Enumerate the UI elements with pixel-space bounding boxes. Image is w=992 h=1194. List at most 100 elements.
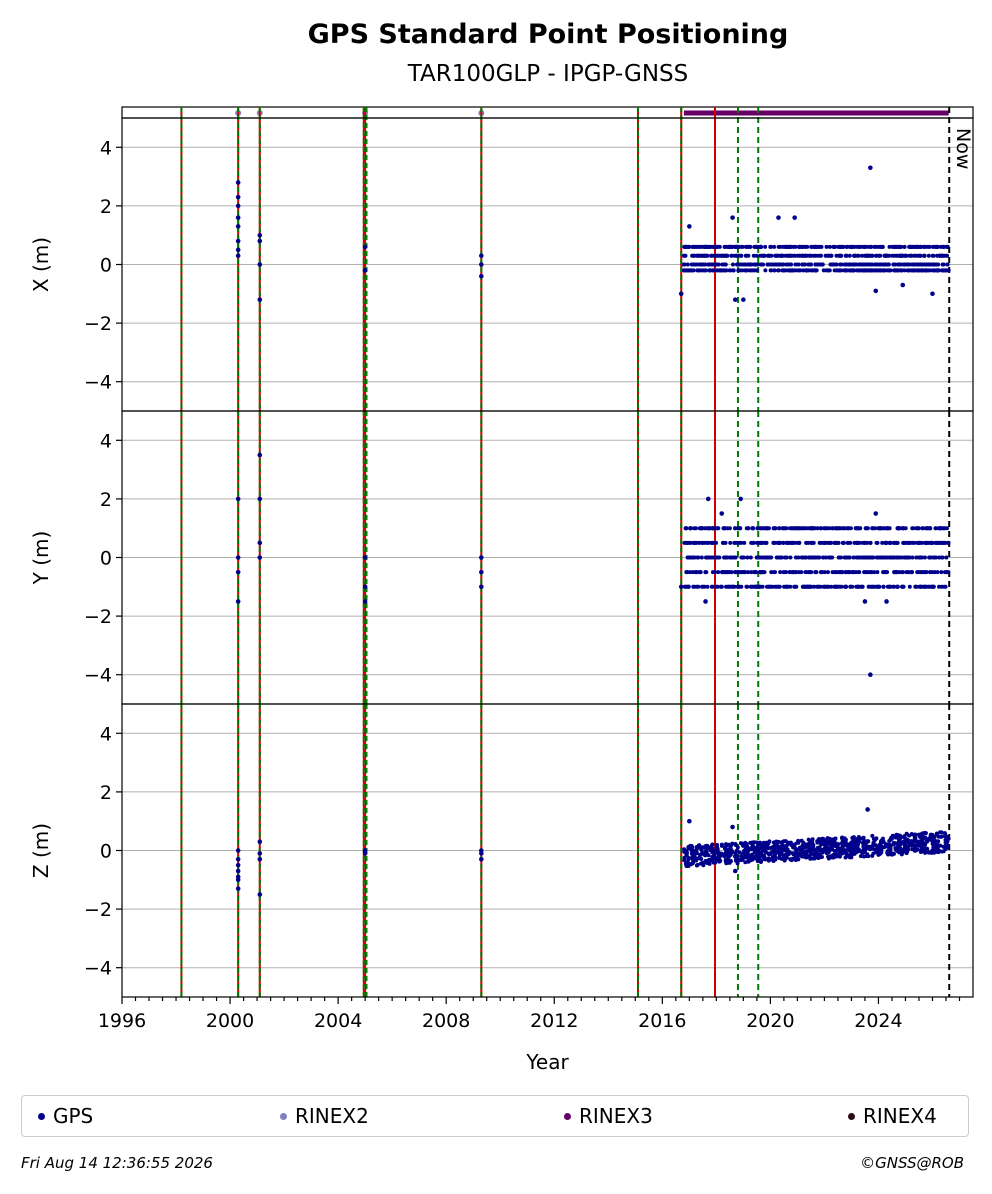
- gps-point-1-c866: [778, 570, 783, 575]
- gps-point-1-c683: [706, 540, 711, 545]
- gps-point-0-c723: [726, 244, 731, 249]
- gps-point-1-c748: [821, 584, 826, 589]
- gps-point-2-c810: [694, 851, 699, 856]
- gps-point-1-c776: [745, 584, 750, 589]
- gps-point-2-c696: [812, 856, 817, 861]
- gps-point-0-c896: [852, 268, 857, 273]
- gps-point-2-c838: [770, 845, 775, 850]
- gps-point-0-c531: [886, 262, 891, 267]
- gps-point-0-s4: [235, 224, 241, 229]
- gps-point-2-c694: [899, 848, 904, 853]
- gps-point-1-c623: [879, 526, 884, 531]
- gps-point-0-c654: [694, 262, 699, 267]
- gps-point-0-c669: [686, 244, 691, 249]
- gps-point-2-c847: [904, 850, 909, 855]
- gps-point-1-c517: [714, 540, 719, 545]
- gps-point-1-c365: [723, 540, 728, 545]
- gps-point-0-c888: [707, 268, 712, 273]
- gps-point-1-c600: [790, 526, 795, 531]
- gps-point-1-c578: [845, 555, 850, 560]
- gps-point-1-c801: [761, 526, 766, 531]
- gps-point-1-c719: [710, 570, 715, 575]
- gps-point-2-s16: [687, 818, 692, 824]
- gps-point-0-c785: [900, 253, 905, 258]
- gps-point-1-c880: [855, 526, 860, 531]
- gps-point-0-c666: [772, 268, 777, 273]
- gps-point-1-c848: [764, 540, 769, 545]
- gps-point-2-c708: [850, 835, 855, 840]
- gps-point-0-c843: [935, 244, 940, 249]
- gps-point-1-c549: [826, 584, 831, 589]
- gps-point-0-c739: [861, 262, 866, 267]
- gps-point-0-s1: [235, 194, 241, 200]
- gps-point-2-c881: [936, 834, 941, 839]
- gps-point-1-c814: [914, 526, 919, 531]
- gps-point-0-s15: [479, 262, 484, 267]
- gps-point-2-s9: [257, 856, 263, 862]
- x-tick-label-2: 2004: [314, 1010, 362, 1032]
- gps-point-1-c706: [891, 584, 896, 589]
- x-tick-label-6: 2020: [746, 1010, 794, 1032]
- gps-point-1-c830: [868, 540, 873, 545]
- gps-point-0-c460: [772, 244, 777, 249]
- gps-point-1-c685: [819, 570, 824, 575]
- gps-point-0-c761: [742, 262, 747, 267]
- gps-point-1-c835: [890, 555, 895, 560]
- gps-point-1-c741: [842, 584, 847, 589]
- gps-point-0-s20: [732, 297, 738, 302]
- legend-item-rinex2: RINEX2: [280, 1104, 369, 1128]
- legend-dot-rinex2: [280, 1112, 287, 1120]
- gps-point-0-c889: [843, 253, 848, 258]
- gps-point-1-c756: [691, 555, 696, 560]
- gps-point-2-c867: [896, 833, 901, 838]
- gps-point-1-c351: [850, 584, 855, 589]
- plot-area: −4 −2 0 2 4 X (m) −4 −2 0 2 4 Y (m) −4 −2 0 2 4 Z (m) Now 1…: [29, 106, 974, 1074]
- gps-point-0-s13: [362, 268, 368, 273]
- gps-point-2-c774: [698, 856, 703, 861]
- gps-point-1-c884: [733, 526, 738, 531]
- gps-point-1-c670: [695, 555, 700, 560]
- gps-point-2-c857: [830, 853, 835, 858]
- gps-point-1-s11: [479, 555, 484, 560]
- gps-point-2-c833: [728, 851, 733, 856]
- gps-point-2-c595: [891, 851, 896, 856]
- gps-point-2-c829: [804, 850, 809, 855]
- gps-point-0-c777: [682, 253, 687, 258]
- gps-point-0-c862: [942, 268, 947, 273]
- gps-point-1-c680: [897, 555, 902, 560]
- gps-point-2-c485: [840, 836, 845, 841]
- gps-point-2-c854: [834, 853, 839, 858]
- gps-point-1-c291: [944, 526, 949, 531]
- gps-point-0-c732: [892, 268, 897, 273]
- gps-point-2-c564: [833, 836, 838, 841]
- gps-point-0-c831: [941, 262, 946, 267]
- gps-point-2-c815: [725, 842, 730, 847]
- gps-point-1-c754: [864, 555, 869, 560]
- gps-point-2-s5: [235, 877, 241, 883]
- gps-point-1-c729: [728, 584, 733, 589]
- gps-point-2-c720: [893, 841, 898, 846]
- gps-point-0-c870: [905, 268, 910, 273]
- gps-point-1-c867: [708, 526, 713, 531]
- gps-point-0-c645: [692, 253, 697, 258]
- gps-point-1-c857: [943, 540, 948, 545]
- gps-point-1-c696: [769, 570, 774, 575]
- gps-point-0-c719: [732, 244, 737, 249]
- gps-point-1-c856: [749, 540, 754, 545]
- gps-point-0-c858: [789, 253, 794, 258]
- gps-point-1-c554: [937, 584, 942, 589]
- legend-dot-gps: [38, 1112, 45, 1120]
- gps-point-1-c894: [840, 570, 845, 575]
- gps-point-1-c504: [725, 526, 730, 531]
- gps-point-0-c673: [807, 253, 812, 258]
- gps-point-1-c789: [783, 584, 788, 589]
- gps-point-0-c672: [803, 253, 808, 258]
- gps-point-0-c869: [695, 244, 700, 249]
- gps-point-0-c754: [739, 253, 744, 258]
- gps-point-2-c887: [783, 853, 788, 858]
- gps-point-0-c652: [926, 253, 931, 258]
- gps-point-1-s12: [479, 569, 484, 575]
- gps-point-2-c870: [909, 832, 914, 837]
- gps-point-0-c625: [833, 262, 838, 267]
- gps-point-2-c814: [877, 842, 882, 847]
